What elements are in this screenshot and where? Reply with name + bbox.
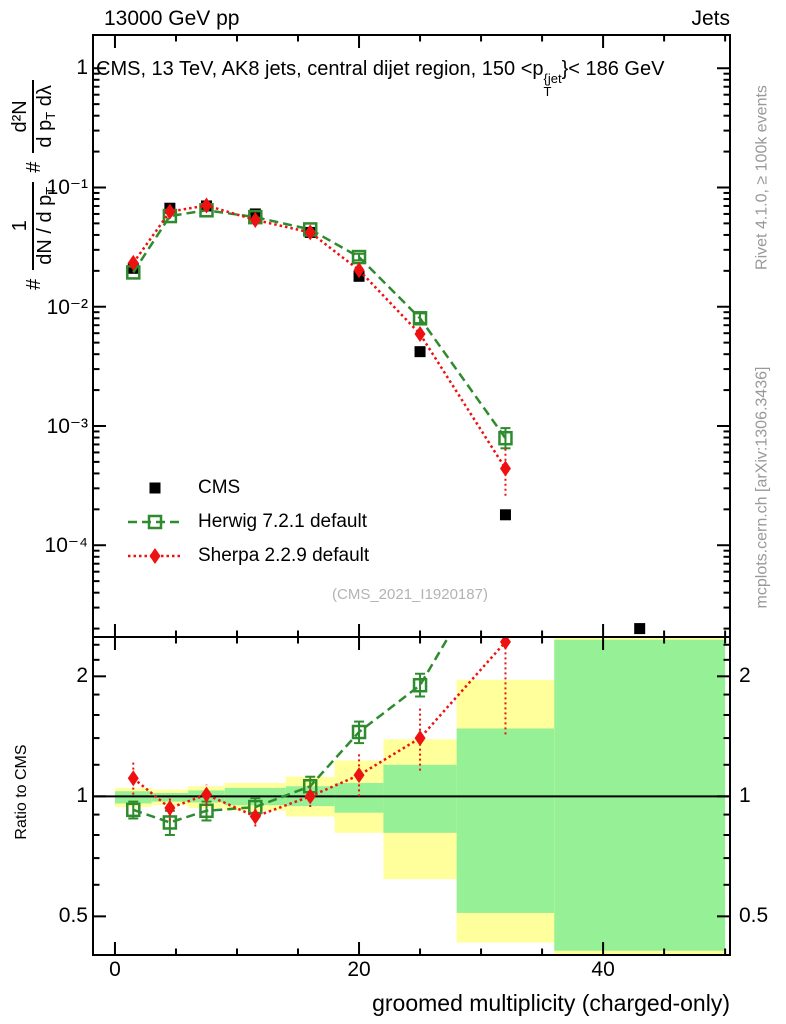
ylabel-frac2-denominator: d pT dλ [32,80,59,153]
legend-marker [147,514,163,530]
ratio-y-tick-label-right: 2 [739,664,751,688]
data-point-marker [351,724,367,740]
data-point-marker [412,677,428,693]
data-point-marker [164,799,176,816]
data-point-marker [304,224,316,241]
ylabel-frac1-numerator: 1 [9,220,32,232]
data-point-marker [353,767,365,784]
data-point-marker [498,430,513,446]
plot-title-text: CMS, 13 TeV, AK8 jets, central dijet reg… [96,58,544,80]
data-point-marker [200,197,212,214]
band-stat-unc [334,783,384,813]
x-tick-label: 40 [591,958,615,981]
data-point-marker [164,203,176,220]
data-point-marker [499,460,511,477]
main-y-tick-label: 10⁻¹ [46,176,88,200]
main-y-tick-label: 1 [76,56,88,80]
ratio-y-tick-label-left: 1 [76,784,88,808]
mcplots-arxiv-note: mcplots.cern.ch [arXiv:1306.3436] [753,366,770,609]
x-axis-title: groomed multiplicity (charged-only) [372,990,730,1016]
rivet-version-note: Rivet 4.1.0, ≥ 100k events [753,85,770,270]
data-point-marker [414,326,426,343]
data-point-marker [499,637,511,650]
series-line [132,209,507,439]
pt-jet-sub: T [543,84,552,99]
ratio-y-tick-label-right: 1 [739,784,751,808]
legend-item-label: CMS [198,477,241,498]
ratio-y-tick-label-right: 0.5 [739,904,769,928]
data-point-marker [249,808,261,825]
open-square-icon [128,514,182,530]
legend-item-label: Herwig 7.2.1 default [198,511,367,532]
main-y-tick-label: 10⁻⁴ [44,534,88,558]
data-point-marker [414,730,426,747]
data-point-marker [499,534,511,546]
legend-item: Sherpa 2.2.9 default [126,539,369,573]
data-point-marker [127,254,139,271]
band-stat-unc [383,764,457,833]
data-point-marker [249,211,261,228]
pt-jet-stack: {jet T [544,72,562,98]
data-point-marker [634,623,646,635]
beam-energy-label: 13000 GeV pp [104,7,240,30]
process-label: Jets [691,7,730,30]
analysis-id-watermark: (CMS_2021_I1920187) [332,586,488,603]
ratio-series-sherpa [127,637,511,827]
plot-title: CMS, 13 TeV, AK8 jets, central dijet reg… [96,58,664,98]
plot-title-tail: }< 186 GeV [561,58,665,80]
main-y-tick-label: 10⁻² [46,295,88,319]
data-point-marker [414,346,426,358]
band-stat-unc [456,728,555,913]
data-point-marker [353,262,365,279]
data-point-marker [304,788,316,805]
main-series-herwig [126,203,513,450]
series-line [132,204,507,470]
data-point-marker [127,770,139,787]
x-tick-label: 0 [109,958,121,981]
filled-square-icon [149,482,161,494]
ylabel-fraction-2: d²N d pT dλ [9,80,59,153]
x-tick-label: 20 [347,958,371,981]
axis-ticks [93,35,730,956]
legend-item: Herwig 7.2.1 default [126,505,369,539]
filled-diamond-icon [128,548,182,564]
data-point-marker [412,311,428,326]
legend-marker [149,482,161,494]
main-y-tick-label: 10⁻³ [46,414,88,438]
ylabel-hash-1: # [22,278,45,290]
ratio-y-tick-label-left: 0.5 [58,904,88,928]
legend-marker [149,548,161,564]
ratio-y-tick-label-left: 2 [76,664,88,688]
ylabel-hash-2: # [22,161,45,173]
ratio-uncertainty-bands [114,637,726,955]
legend: CMS Herwig 7.2.1 default Sherpa 2.2.9 defa… [126,471,369,573]
pt-jet-sup: {jet [543,71,562,86]
main-series-sherpa [127,197,511,496]
data-point-marker [499,509,511,521]
ylabel-frac2-numerator: d²N [9,100,32,133]
legend-item: CMS [126,471,369,505]
legend-item-label: Sherpa 2.2.9 default [198,545,370,566]
data-point-marker [200,786,212,803]
band-stat-unc [554,639,726,951]
data-point-marker [162,815,178,830]
data-point-marker [126,802,141,818]
